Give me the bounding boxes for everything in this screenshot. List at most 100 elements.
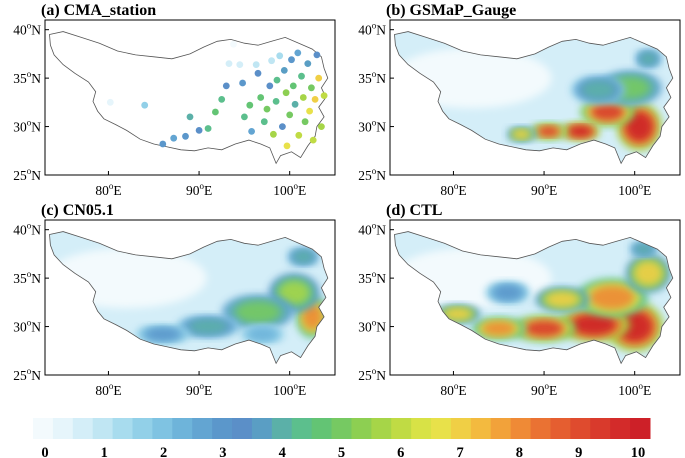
station-dot (318, 123, 325, 130)
station-dot (239, 79, 247, 87)
lat-tick-label: 40oN (13, 221, 41, 238)
station-dot (159, 140, 167, 148)
field-blob (188, 319, 228, 334)
field-blob (634, 244, 653, 254)
lon-tick-label: 100oE (273, 181, 306, 198)
colorbar-swatch (132, 418, 153, 439)
station-dot (241, 113, 248, 121)
station-dot (248, 127, 256, 135)
colorbar-swatch (470, 418, 492, 439)
colorbar-swatch (490, 418, 512, 439)
station-dot (186, 113, 194, 121)
colorbar-tick-label: 2 (160, 445, 167, 458)
station-dot (282, 89, 290, 97)
plot-frame (389, 19, 681, 176)
station-dot (288, 56, 295, 64)
station-dot (283, 142, 291, 150)
lon-tick-label: 100oE (618, 381, 651, 398)
station-dot (263, 105, 271, 113)
plot-frame (389, 219, 681, 376)
lat-tick-label: 35oN (358, 269, 386, 286)
colorbar-swatch (291, 418, 313, 439)
colorbar-swatch (212, 418, 233, 439)
precip-field (394, 231, 673, 364)
colorbar-swatch (192, 418, 213, 439)
station-dot (280, 67, 288, 74)
precip-field (49, 231, 328, 364)
lat-tick-label: 30oN (13, 318, 41, 335)
station-dot (289, 82, 297, 90)
panel-c-title: (c) CN05.1 (41, 202, 114, 219)
field-blob (545, 291, 579, 308)
colorbar-swatch (172, 418, 193, 439)
plot-frame (44, 19, 336, 176)
plot-frame (44, 219, 336, 376)
lat-tick-label: 40oN (13, 21, 41, 38)
field-blob (278, 280, 310, 305)
station-dot (266, 82, 274, 90)
colorbar-tick-label: 0 (41, 445, 48, 458)
field-blob (537, 126, 560, 137)
colorbar-swatch (72, 418, 94, 439)
station-dot (212, 108, 219, 116)
station-dot (272, 98, 280, 105)
station-dot (230, 40, 237, 48)
colorbar-tick-label: 5 (338, 445, 345, 458)
station-dot (298, 72, 305, 80)
station-dot (222, 82, 230, 90)
lon-tick-label: 100oE (618, 181, 651, 198)
lat-tick-label: 35oN (13, 69, 41, 86)
station-dot (268, 57, 275, 65)
lon-tick-label: 80oE (95, 181, 121, 198)
colorbar-swatch (570, 418, 591, 439)
lat-tick-label: 25oN (13, 166, 41, 183)
station-dot (170, 134, 178, 142)
colorbar-swatch (411, 418, 432, 439)
colorbar-swatch (52, 418, 74, 439)
lon-tick-label: 90oE (531, 181, 557, 198)
lon-tick-label: 80oE (95, 381, 121, 398)
field-blob (444, 308, 472, 320)
panel-a-title: (a) CMA_station (41, 2, 156, 19)
colorbar-swatch (590, 418, 611, 439)
field-blob (482, 321, 516, 336)
station-dot (301, 118, 309, 126)
lat-tick-label: 40oN (358, 21, 386, 38)
panel-d-title: (d) CTL (386, 202, 442, 219)
station-dot (260, 118, 268, 126)
colorbar-tick-label: 9 (575, 445, 582, 458)
field-blob (524, 320, 564, 337)
lat-tick-label: 25oN (358, 166, 386, 183)
colorbar-tick-label: 1 (101, 445, 108, 458)
colorbar-swatch (630, 418, 651, 439)
station-dot (252, 61, 260, 68)
colorbar-swatch (530, 418, 551, 439)
colorbar-swatch (431, 418, 452, 439)
plateau-outline (49, 31, 329, 165)
station-dot (257, 94, 265, 101)
colorbar-tick-label: 6 (397, 445, 404, 458)
colorbar-swatch (232, 418, 253, 439)
station-dot (276, 52, 284, 60)
field-blob (493, 285, 522, 300)
station-dot (308, 84, 315, 92)
colorbar-swatch (92, 418, 114, 439)
station-dot (204, 125, 212, 132)
station-dot (306, 107, 313, 115)
lat-tick-label: 35oN (358, 69, 386, 86)
field-blob (394, 48, 552, 109)
plateau-outline (394, 31, 674, 165)
station-dot (254, 69, 262, 77)
station-dot (246, 101, 254, 109)
lon-tick-label: 90oE (531, 381, 557, 398)
colorbar-tick-label: 8 (516, 445, 523, 458)
colorbar-swatch (610, 418, 631, 439)
lon-tick-label: 90oE (186, 381, 212, 398)
lat-tick-label: 40oN (358, 221, 386, 238)
station-dot (225, 60, 233, 67)
station-dot (315, 74, 323, 82)
lat-tick-label: 30oN (358, 318, 386, 335)
